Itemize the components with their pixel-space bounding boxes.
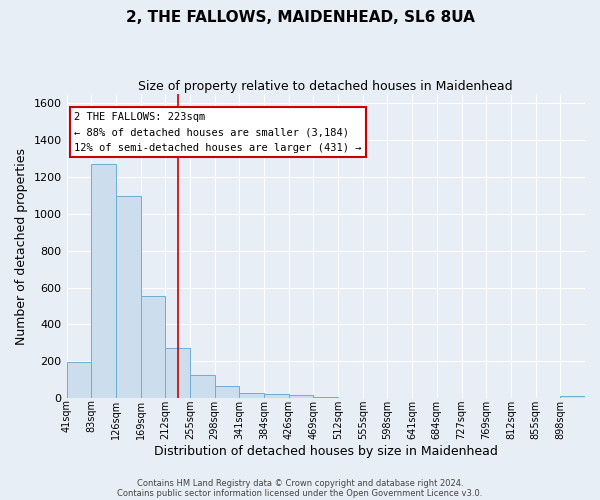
Bar — [560, 396, 585, 398]
Bar — [91, 164, 116, 398]
Text: Contains HM Land Registry data © Crown copyright and database right 2024.: Contains HM Land Registry data © Crown c… — [137, 478, 463, 488]
Y-axis label: Number of detached properties: Number of detached properties — [15, 148, 28, 344]
Bar — [264, 394, 289, 398]
Bar — [67, 362, 91, 398]
Bar — [215, 386, 239, 398]
Title: Size of property relative to detached houses in Maidenhead: Size of property relative to detached ho… — [139, 80, 513, 93]
Text: Contains public sector information licensed under the Open Government Licence v3: Contains public sector information licen… — [118, 488, 482, 498]
Text: 2, THE FALLOWS, MAIDENHEAD, SL6 8UA: 2, THE FALLOWS, MAIDENHEAD, SL6 8UA — [125, 10, 475, 25]
Bar — [140, 296, 165, 398]
Bar — [116, 196, 140, 398]
Bar — [165, 348, 190, 398]
X-axis label: Distribution of detached houses by size in Maidenhead: Distribution of detached houses by size … — [154, 444, 498, 458]
Bar — [239, 392, 264, 398]
Bar — [289, 396, 313, 398]
Bar — [190, 375, 215, 398]
Text: 2 THE FALLOWS: 223sqm
← 88% of detached houses are smaller (3,184)
12% of semi-d: 2 THE FALLOWS: 223sqm ← 88% of detached … — [74, 112, 361, 153]
Bar — [313, 396, 338, 398]
